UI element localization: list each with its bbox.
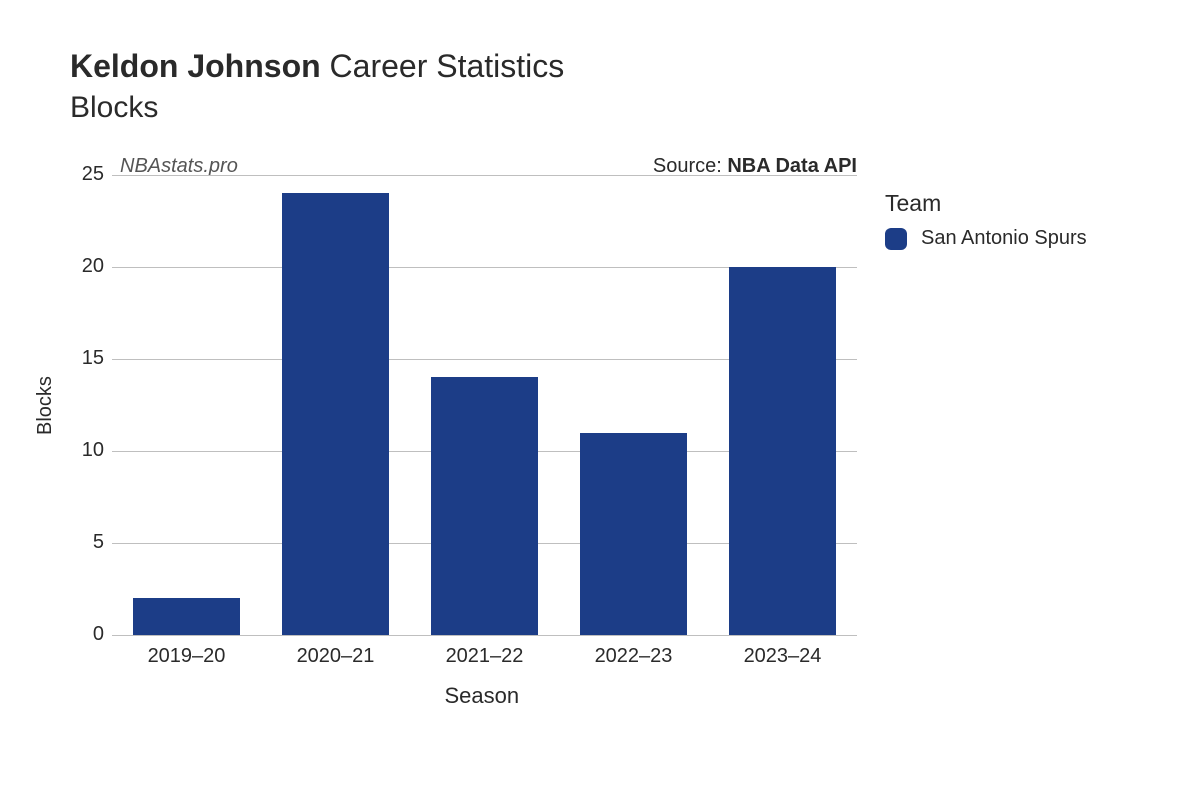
legend-label: San Antonio Spurs [921,227,1087,250]
y-tick-label: 20 [64,255,104,278]
gridline [112,635,857,636]
bar [729,267,836,635]
player-name: Keldon Johnson [70,48,321,84]
plot-area [112,175,857,635]
legend: Team San Antonio Spurs [885,190,1087,250]
legend-item: San Antonio Spurs [885,227,1087,250]
x-axis-label: Season [445,683,520,709]
source-prefix: Source: [653,155,727,177]
y-tick-label: 10 [64,439,104,462]
y-tick-label: 5 [64,531,104,554]
bar [282,193,389,635]
bar [133,598,240,635]
y-tick-label: 15 [64,347,104,370]
chart-container: Keldon Johnson Career Statistics Blocks … [0,0,1200,800]
gridline [112,175,857,176]
bar [431,377,538,635]
legend-title: Team [885,190,1087,217]
source-name: NBA Data API [727,155,857,177]
y-axis-label: Blocks [34,376,57,435]
x-tick-label: 2019–20 [148,645,226,668]
y-tick-label: 25 [64,163,104,186]
x-tick-label: 2023–24 [744,645,822,668]
title-suffix: Career Statistics [330,48,565,84]
chart-title: Keldon Johnson Career Statistics [70,48,564,85]
x-tick-label: 2020–21 [297,645,375,668]
chart-subtitle: Blocks [70,91,564,125]
y-tick-label: 0 [64,623,104,646]
title-block: Keldon Johnson Career Statistics Blocks [70,48,564,125]
x-tick-label: 2021–22 [446,645,524,668]
bar [580,433,687,635]
x-tick-label: 2022–23 [595,645,673,668]
legend-swatch [885,228,907,250]
